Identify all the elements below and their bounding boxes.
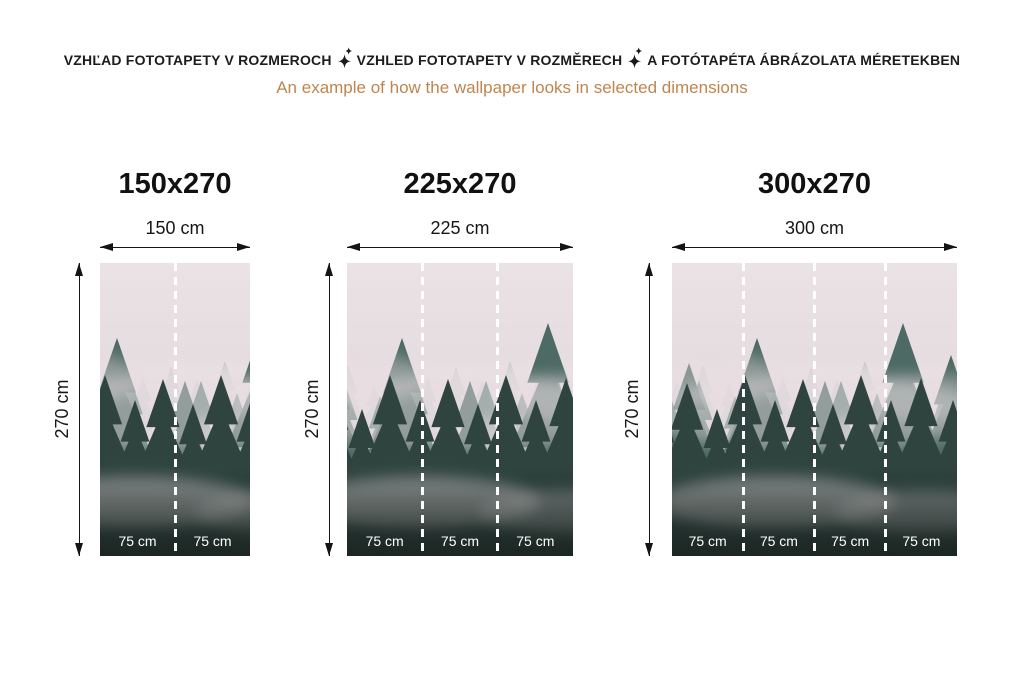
- panel-225x270-wallpaper-image: 75 cm 75 cm 75 cm: [347, 263, 573, 556]
- title-czech: VZHLED FOTOTAPETY V ROZMĚRECH: [356, 52, 623, 68]
- segment-width-label: 75 cm: [831, 533, 870, 549]
- panel-seam-divider: [741, 263, 745, 556]
- segment-width-label: 75 cm: [193, 533, 232, 549]
- panel-150x270-title: 150x270: [118, 168, 232, 200]
- panel-300x270-wallpaper-image: 75 cm 75 cm 75 cm 75 cm: [672, 263, 957, 556]
- panel-300x270-width-arrow: [672, 243, 957, 251]
- segment-width-label: 75 cm: [118, 533, 157, 549]
- sparkle-icon: [337, 47, 352, 69]
- panel-150x270-width-label: 150 cm: [145, 218, 205, 238]
- segment-width-label: 75 cm: [440, 533, 480, 549]
- panel-seam-divider: [884, 263, 888, 556]
- panel-225x270-width-label: 225 cm: [430, 218, 490, 238]
- foggy-forest-image: [347, 263, 573, 556]
- segment-width-label: 75 cm: [365, 533, 404, 549]
- segment-width-label: 75 cm: [902, 533, 941, 549]
- panel-225x270-title: 225x270: [403, 168, 517, 200]
- panel-300x270-width-label: 300 cm: [784, 218, 845, 238]
- panel-300x270-title: 300x270: [758, 168, 871, 200]
- panel-150x270-wallpaper-image: 75 cm 75 cm: [100, 263, 250, 556]
- panel-300x270-height-label: 270 cm: [622, 379, 642, 439]
- panel-225x270-width-arrow: [347, 243, 573, 251]
- panel-225x270-height-arrow: [325, 263, 333, 556]
- panel-225x270-height-label: 270 cm: [302, 379, 322, 439]
- panel-seam-divider: [420, 263, 424, 556]
- panel-150x270-height-label: 270 cm: [52, 379, 72, 439]
- segment-width-label: 75 cm: [516, 533, 555, 549]
- panel-seam-divider: [813, 263, 816, 556]
- page-title: VZHĽAD FOTOTAPETY V ROZMEROCH VZHLED FOT…: [0, 47, 1024, 72]
- panel-seam-divider: [496, 263, 500, 556]
- panel-150x270-height-arrow: [75, 263, 83, 556]
- title-slovak: VZHĽAD FOTOTAPETY V ROZMEROCH: [63, 52, 332, 68]
- panel-150x270-width-arrow: [100, 243, 250, 251]
- panel-seam-divider: [173, 263, 177, 556]
- segment-width-label: 75 cm: [688, 533, 727, 549]
- segment-width-label: 75 cm: [759, 533, 798, 549]
- page-subtitle: An example of how the wallpaper looks in…: [276, 78, 748, 97]
- panel-300x270-height-arrow: [645, 263, 653, 556]
- title-hungarian: A FOTÓTAPÉTA ÁBRÁZOLATA MÉRETEKBEN: [647, 52, 961, 68]
- sparkle-icon: [628, 47, 643, 69]
